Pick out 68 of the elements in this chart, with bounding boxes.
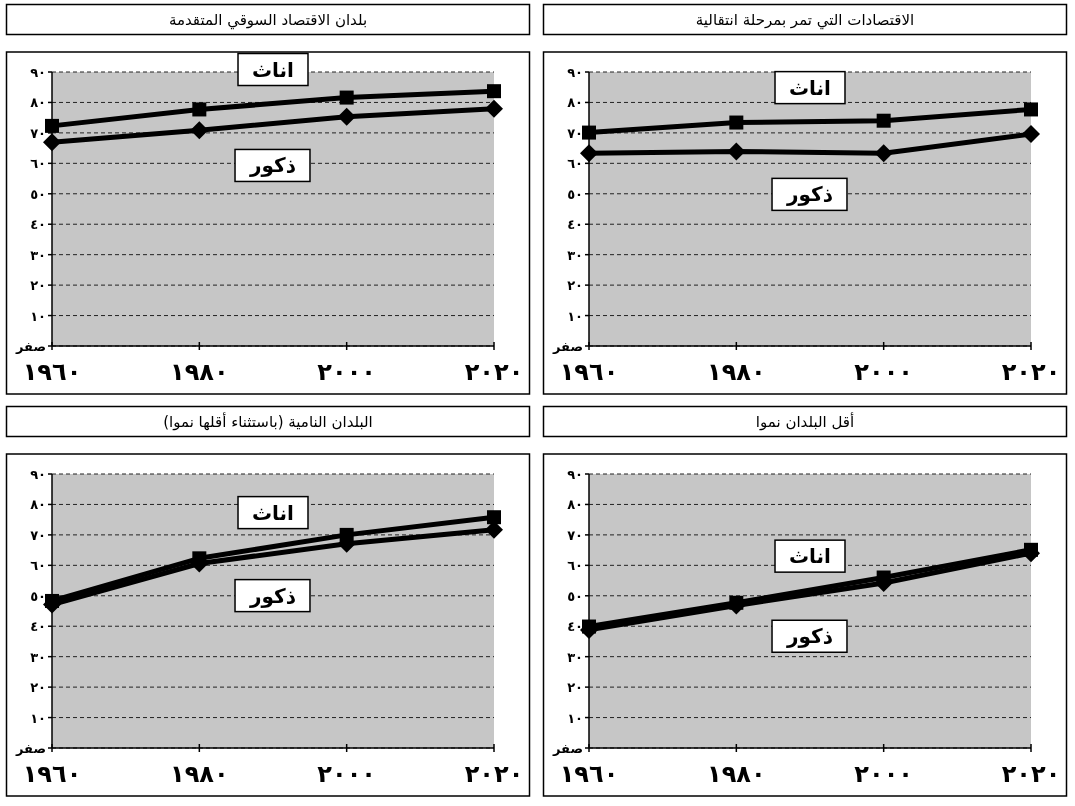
y-tick-label: ٢٠	[567, 278, 583, 294]
series-label: اناث	[789, 544, 831, 569]
y-tick-label: صفر	[14, 741, 46, 756]
y-tick-label: ٥٠	[30, 588, 46, 604]
y-tick-label: ٦٠	[30, 156, 46, 172]
chart-title: الاقتصادات التي تمر بمرحلة انتقالية	[695, 11, 915, 30]
y-tick-label: ٣٠	[567, 247, 583, 263]
y-tick-label: ٤٠	[30, 217, 46, 233]
y-tick-label: ٤٠	[567, 217, 583, 233]
y-tick-label: صفر	[14, 339, 46, 354]
y-tick-label: ٥٠	[567, 588, 583, 604]
y-tick-label: ٢٠	[567, 680, 583, 696]
x-tick-label: ١٩٦٠	[22, 358, 82, 386]
x-tick-label: ٢٠٢٠	[1001, 760, 1061, 788]
y-tick-label: ٣٠	[30, 247, 46, 263]
series-label: ذكور	[786, 182, 833, 207]
y-tick-label: ٨٠	[567, 497, 583, 513]
y-tick-label: ١٠	[567, 710, 583, 726]
y-tick-label: ٧٠	[567, 527, 583, 543]
y-tick-label: ٨٠	[567, 95, 583, 111]
x-tick-label: ١٩٦٠	[22, 760, 82, 788]
chart-title: البلدان النامية (باستثناء أقلها نموا)	[163, 412, 373, 431]
x-tick-label: ١٩٨٠	[707, 760, 766, 788]
x-tick-label: ١٩٦٠	[559, 358, 619, 386]
series-label: ذكور	[786, 624, 833, 649]
y-tick-label: ١٠	[30, 710, 46, 726]
series-label: ذكور	[249, 583, 296, 608]
x-tick-label: ٢٠٢٠	[1001, 358, 1061, 386]
series-label: اناث	[789, 75, 831, 100]
y-tick-label: ٦٠	[567, 156, 583, 172]
series-label: اناث	[252, 57, 294, 82]
y-tick-label: ٣٠	[30, 649, 46, 665]
x-tick-label: ٢٠٢٠	[464, 760, 524, 788]
y-tick-label: ٩٠	[30, 467, 46, 482]
y-tick-label: صفر	[551, 339, 583, 354]
y-tick-label: ٣٠	[567, 649, 583, 665]
y-tick-label: ٥٠	[30, 186, 46, 202]
x-tick-label: ١٩٨٠	[170, 760, 229, 788]
y-tick-label: ٨٠	[30, 95, 46, 111]
y-tick-label: ٤٠	[567, 619, 583, 635]
y-tick-label: ٦٠	[567, 558, 583, 574]
y-tick-label: ٥٠	[567, 186, 583, 202]
y-tick-label: ٩٠	[30, 65, 46, 80]
chart-title: أقل البلدان نموا	[755, 412, 855, 431]
x-tick-label: ١٩٨٠	[707, 358, 766, 386]
y-tick-label: ٦٠	[30, 558, 46, 574]
y-tick-label: ٨٠	[30, 497, 46, 513]
y-tick-label: ٩٠	[567, 467, 583, 482]
y-tick-label: ٢٠	[30, 680, 46, 696]
x-tick-label: ٢٠٠٠	[854, 358, 913, 386]
x-tick-label: ٢٠٠٠	[317, 358, 376, 386]
x-tick-label: ١٩٨٠	[170, 358, 229, 386]
x-tick-label: ١٩٦٠	[559, 760, 619, 788]
y-tick-label: ١٠	[567, 308, 583, 324]
y-tick-label: ٤٠	[30, 619, 46, 635]
y-tick-label: ٢٠	[30, 278, 46, 294]
y-tick-label: ٧٠	[567, 125, 583, 141]
y-tick-label: صفر	[551, 741, 583, 756]
y-tick-label: ٧٠	[30, 527, 46, 543]
series-label: اناث	[252, 500, 294, 525]
x-tick-label: ٢٠٠٠	[317, 760, 376, 788]
chart-title: بلدان الاقتصاد السوقي المتقدمة	[168, 11, 368, 30]
x-tick-label: ٢٠٢٠	[464, 358, 524, 386]
series-label: ذكور	[249, 153, 296, 178]
x-tick-label: ٢٠٠٠	[854, 760, 913, 788]
y-tick-label: ٧٠	[30, 125, 46, 141]
y-tick-label: ٩٠	[567, 65, 583, 80]
y-tick-label: ١٠	[30, 308, 46, 324]
